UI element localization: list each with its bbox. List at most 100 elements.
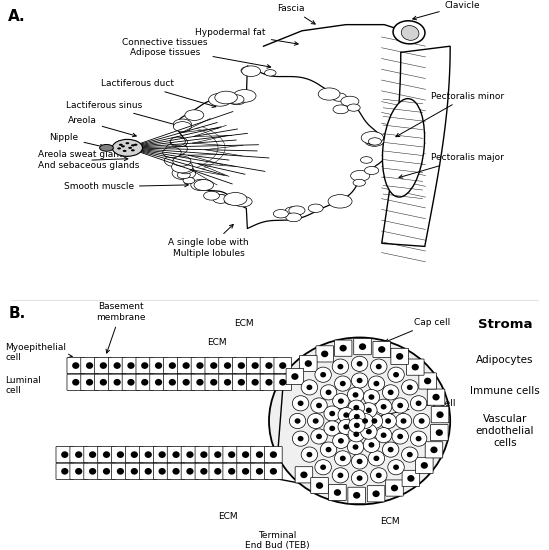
FancyBboxPatch shape [274,358,292,373]
FancyBboxPatch shape [209,447,227,463]
Circle shape [388,367,404,382]
Circle shape [349,418,365,433]
Circle shape [298,400,304,406]
Circle shape [306,384,312,390]
Circle shape [376,427,392,443]
Circle shape [251,379,259,386]
Circle shape [365,136,384,146]
FancyBboxPatch shape [177,374,195,390]
Circle shape [210,379,217,386]
FancyBboxPatch shape [233,374,250,390]
Circle shape [396,353,404,360]
Circle shape [242,468,249,475]
FancyBboxPatch shape [167,463,185,480]
Circle shape [185,110,204,120]
Circle shape [340,455,346,461]
Circle shape [326,389,332,395]
Circle shape [413,414,430,428]
FancyBboxPatch shape [237,463,254,480]
Circle shape [318,88,340,100]
Circle shape [234,196,252,207]
Circle shape [270,468,277,475]
Circle shape [361,157,372,163]
Circle shape [320,442,337,457]
FancyBboxPatch shape [94,374,112,390]
Circle shape [316,482,323,489]
Circle shape [407,475,414,482]
Circle shape [378,346,385,353]
Polygon shape [382,46,450,246]
FancyBboxPatch shape [431,406,449,423]
Circle shape [352,392,358,398]
Circle shape [204,191,220,200]
Circle shape [131,452,138,458]
FancyBboxPatch shape [425,442,442,458]
Circle shape [173,156,191,166]
FancyBboxPatch shape [219,374,236,390]
FancyBboxPatch shape [111,463,129,480]
Circle shape [293,431,309,446]
Text: ECM: ECM [234,320,254,328]
Circle shape [86,362,93,369]
Circle shape [357,378,362,383]
Circle shape [357,475,362,481]
Circle shape [333,393,349,409]
FancyBboxPatch shape [56,463,74,480]
Circle shape [182,362,190,369]
Circle shape [401,418,406,424]
Circle shape [89,452,96,458]
Text: Terminal
End Bud (TEB): Terminal End Bud (TEB) [245,531,310,550]
Circle shape [241,67,255,74]
Circle shape [126,142,130,144]
Circle shape [256,468,263,475]
Circle shape [214,195,227,202]
FancyBboxPatch shape [247,358,264,373]
Circle shape [308,204,323,212]
Circle shape [134,144,138,146]
FancyBboxPatch shape [260,358,278,373]
FancyBboxPatch shape [348,487,366,503]
Circle shape [301,447,318,462]
Circle shape [340,381,346,386]
FancyBboxPatch shape [233,358,250,373]
Circle shape [362,418,368,424]
FancyBboxPatch shape [122,374,140,390]
Circle shape [353,492,360,499]
Circle shape [114,379,121,386]
Circle shape [354,422,360,428]
Text: Hypodermal fat: Hypodermal fat [195,29,298,45]
Circle shape [265,362,272,369]
Circle shape [320,372,326,377]
Circle shape [305,360,312,367]
Circle shape [371,468,387,483]
FancyBboxPatch shape [136,374,154,390]
Circle shape [172,161,193,173]
Circle shape [324,406,340,421]
Circle shape [388,447,394,452]
Text: Nipple: Nipple [49,133,104,148]
FancyBboxPatch shape [70,463,87,480]
Circle shape [72,379,80,386]
Circle shape [186,468,194,475]
Circle shape [172,167,195,180]
Circle shape [354,432,359,437]
FancyBboxPatch shape [406,359,424,375]
Circle shape [163,147,181,158]
Circle shape [363,389,380,405]
FancyBboxPatch shape [265,463,282,480]
Circle shape [224,379,231,386]
Circle shape [172,468,180,475]
Circle shape [436,411,444,418]
Ellipse shape [401,26,419,40]
Circle shape [348,387,364,403]
FancyBboxPatch shape [150,374,167,390]
Circle shape [121,145,125,147]
Circle shape [393,372,399,377]
FancyBboxPatch shape [122,358,140,373]
Circle shape [238,379,245,386]
Text: Vascular
endothelial
cells: Vascular endothelial cells [476,415,534,448]
FancyBboxPatch shape [209,463,227,480]
FancyBboxPatch shape [219,358,236,373]
Text: ECM: ECM [207,338,227,347]
Circle shape [75,468,82,475]
